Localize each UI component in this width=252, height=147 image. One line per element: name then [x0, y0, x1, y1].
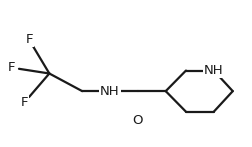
Text: O: O: [132, 114, 143, 127]
Text: F: F: [25, 33, 33, 46]
Text: F: F: [8, 61, 15, 74]
Text: NH: NH: [100, 85, 119, 98]
Text: F: F: [20, 96, 28, 109]
Text: NH: NH: [203, 64, 223, 77]
